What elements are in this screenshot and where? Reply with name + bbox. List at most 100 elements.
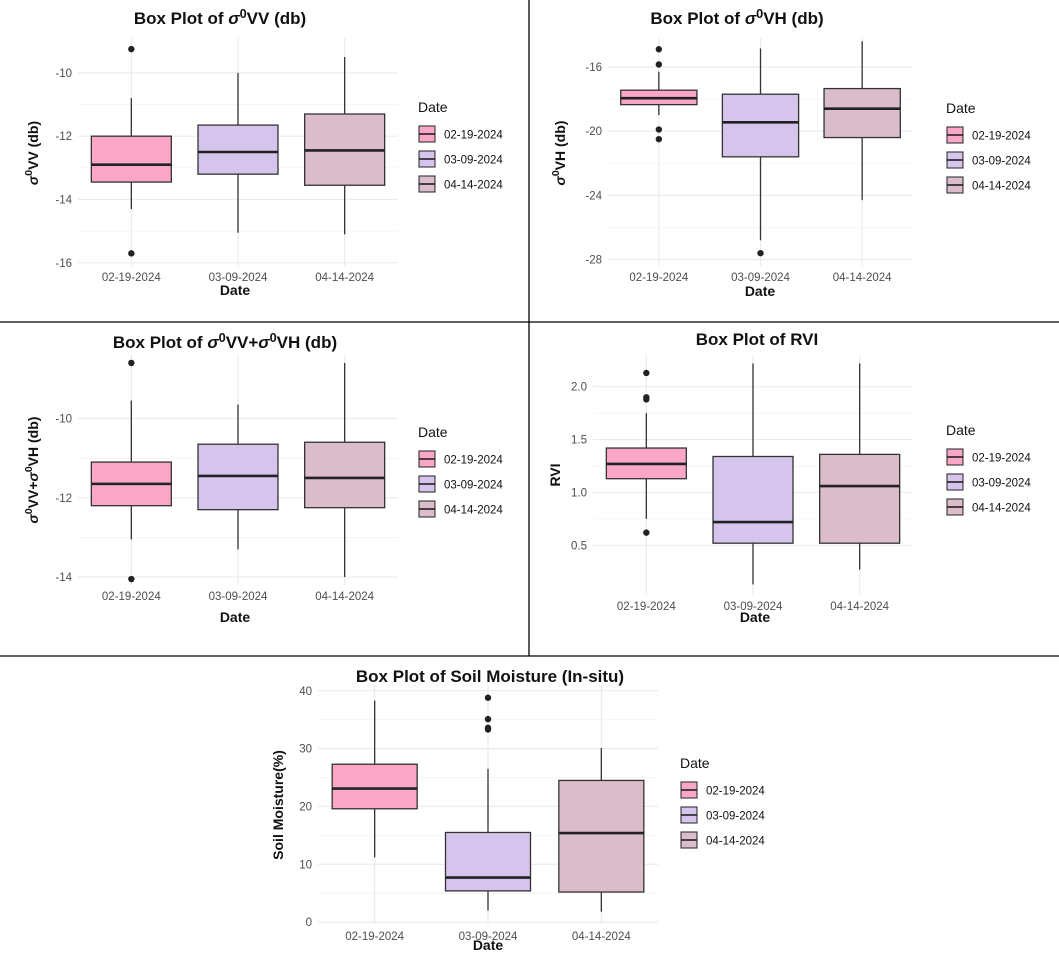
- y-axis-title: σ0VV+σ0VH (db): [23, 417, 41, 524]
- outlier-point: [128, 359, 135, 367]
- chart-panel-3: -10 -12 -14 02-19-2024 03-09-2024 04-14-2024 B…: [23, 330, 503, 625]
- chart-title: Box Plot of σ0VV+σ0VH (db): [113, 330, 337, 352]
- chart-title-part: (db): [269, 9, 306, 28]
- y-tick-label: -28: [585, 255, 602, 267]
- outlier-point: [655, 135, 663, 143]
- y-axis-title: σ0VH (db): [550, 121, 568, 186]
- y-axis-title-part: 0: [23, 170, 35, 176]
- legend-label: 02-19-2024: [444, 130, 503, 142]
- chart-title-part: 0: [240, 6, 247, 21]
- legend-title: Date: [946, 422, 976, 438]
- chart-panel-2: -16 -20 -24 -28 02-19-2024 03-09-2024 04-14-20…: [550, 6, 1031, 299]
- legend-label: 03-09-2024: [972, 156, 1031, 168]
- legend-label: 04-14-2024: [444, 180, 503, 192]
- legend-label: 04-14-2024: [706, 836, 765, 848]
- y-tick-label: -12: [55, 493, 72, 505]
- chart-title-part: (db): [300, 333, 337, 352]
- chart-title-part: VV: [247, 9, 270, 28]
- chart-title: Box Plot of σ0VV (db): [134, 6, 306, 28]
- x-axis-title: Date: [745, 283, 776, 299]
- y-tick-label: -20: [585, 126, 602, 138]
- box-iqr: [444, 831, 532, 892]
- y-tick-label: 2.0: [571, 382, 587, 394]
- y-axis-title-part: σ: [25, 471, 41, 481]
- box-iqr: [304, 441, 386, 509]
- y-axis-title-part: VV+: [25, 481, 41, 508]
- x-axis-title: Date: [740, 609, 771, 625]
- legend-label: 03-09-2024: [444, 480, 503, 492]
- y-axis-title: Soil Moisture(%): [270, 750, 286, 860]
- y-tick-label: -14: [55, 572, 72, 584]
- legend-label: 04-14-2024: [972, 181, 1031, 193]
- legend-label: 04-14-2024: [444, 505, 503, 517]
- y-axis-title-part: σ: [25, 513, 41, 523]
- y-axis-title-part: 0: [550, 170, 562, 176]
- x-tick-label: 02-19-2024: [102, 272, 161, 284]
- y-tick-label: 0.5: [571, 540, 587, 552]
- x-tick-label: 03-09-2024: [731, 272, 790, 284]
- legend-label: 03-09-2024: [444, 155, 503, 167]
- x-tick-label: 04-14-2024: [315, 591, 374, 603]
- x-tick-label: 02-19-2024: [345, 931, 404, 943]
- y-tick-label: -12: [55, 131, 72, 143]
- chart-title-part: 0: [756, 6, 763, 21]
- outlier-point: [757, 249, 764, 257]
- y-axis-title-part: σ: [25, 175, 41, 185]
- chart-title-part: σ: [745, 9, 757, 28]
- y-tick-label: 1.5: [571, 435, 587, 447]
- y-tick-label: -16: [585, 62, 602, 74]
- y-tick-label: 40: [299, 686, 312, 698]
- box-iqr: [197, 124, 279, 175]
- y-tick-label: -14: [55, 195, 72, 207]
- box-iqr: [823, 87, 901, 139]
- chart-title-part: Box Plot of: [134, 9, 228, 28]
- y-tick-label: -10: [55, 413, 72, 425]
- box-iqr: [819, 453, 901, 544]
- y-axis-title-part: σ: [552, 175, 568, 185]
- y-tick-label: -24: [585, 190, 602, 202]
- chart-title-part: Box Plot of: [650, 9, 744, 28]
- x-tick-label: 03-09-2024: [459, 931, 518, 943]
- y-axis-title: RVI: [547, 463, 563, 486]
- chart-title-part: 0: [219, 330, 226, 345]
- y-tick-label: -16: [55, 258, 72, 270]
- chart-title-part: σ: [207, 333, 219, 352]
- chart-title-part: Box Plot of: [113, 333, 207, 352]
- outlier-point: [643, 369, 650, 377]
- y-axis-title-part: 0: [23, 508, 35, 514]
- legend-title: Date: [680, 755, 710, 771]
- outlier-point: [484, 694, 492, 701]
- chart-title: Box Plot of Soil Moisture (In-situ): [356, 667, 624, 686]
- chart-title-part: VH: [763, 9, 787, 28]
- x-tick-label: 02-19-2024: [617, 601, 676, 613]
- y-tick-label: 10: [299, 859, 312, 871]
- legend-title: Date: [418, 99, 448, 115]
- x-tick-label: 02-19-2024: [102, 591, 161, 603]
- x-tick-label: 04-14-2024: [572, 931, 631, 943]
- x-tick-label: 03-09-2024: [209, 591, 268, 603]
- y-axis-title-part: VV (db): [25, 121, 41, 170]
- box-iqr: [90, 135, 172, 183]
- legend-title: Date: [418, 424, 448, 440]
- y-axis-title-part: 0: [23, 466, 35, 472]
- chart-title-part: σ: [228, 9, 240, 28]
- y-axis-title: σ0VV (db): [23, 121, 41, 185]
- chart-title-part: 0: [270, 330, 277, 345]
- chart-panel-5: 40 30 20 10 0 02-19-2024 03-09-2024 04-14-2024 B…: [270, 667, 765, 953]
- y-tick-label: 20: [299, 801, 312, 813]
- outlier-point: [128, 250, 135, 257]
- box-iqr: [712, 455, 794, 544]
- y-axis-title-part: VH (db): [552, 121, 568, 171]
- outlier-point: [655, 61, 663, 68]
- chart-title-part: σ: [258, 333, 270, 352]
- x-tick-label: 02-19-2024: [629, 272, 688, 284]
- outlier-point: [643, 394, 650, 401]
- chart-title: Box Plot of σ0VH (db): [650, 6, 823, 28]
- y-tick-label: 1.0: [571, 487, 587, 499]
- outlier-point: [655, 46, 663, 53]
- box-iqr: [721, 93, 800, 158]
- x-tick-label: 04-14-2024: [830, 601, 889, 613]
- outlier-point: [128, 575, 135, 583]
- legend-label: 02-19-2024: [444, 455, 503, 467]
